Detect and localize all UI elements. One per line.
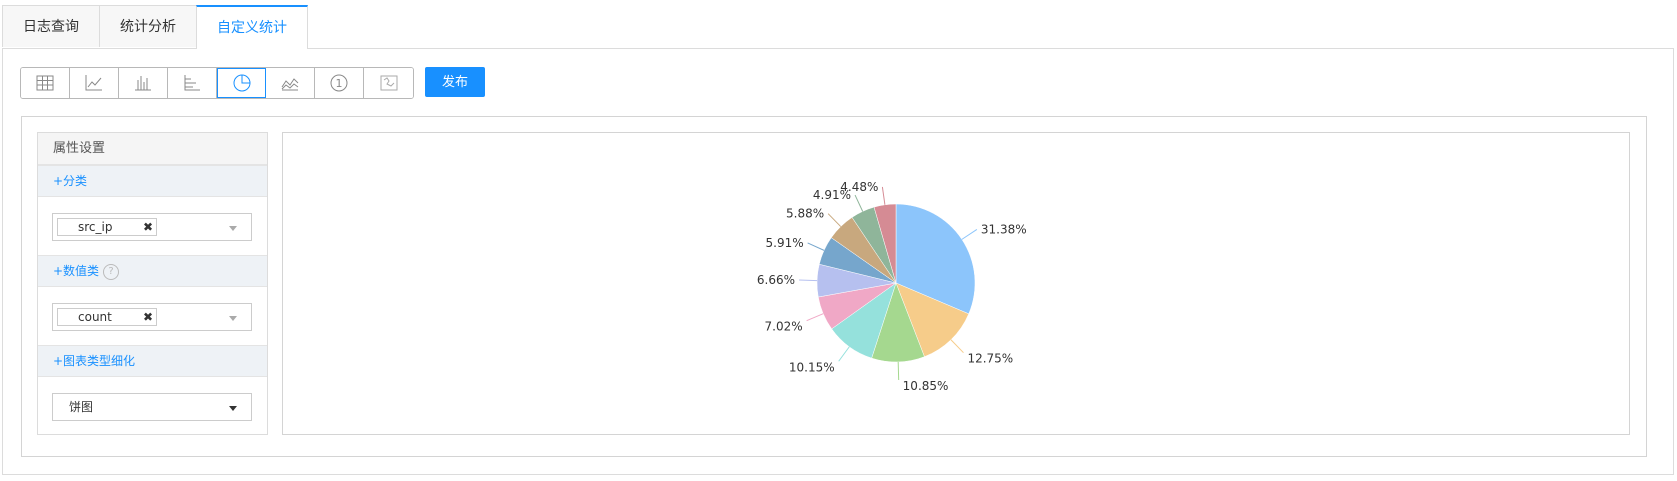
bar-chart-button[interactable] (119, 68, 168, 98)
pie-chart-button[interactable] (217, 68, 266, 98)
single-value-button[interactable]: 1 (315, 68, 364, 98)
pie-leader-line (854, 194, 864, 212)
chart-type-toolbar: 1 (20, 67, 414, 99)
chart-subtype-header-label: +图表类型细化 (53, 354, 136, 368)
category-section-header[interactable]: +分类 (38, 165, 267, 197)
help-icon[interactable]: ? (103, 263, 120, 280)
category-tag: src_ip ✖ (57, 218, 157, 236)
chart-subtype-select[interactable]: 饼图 (52, 393, 252, 421)
category-select[interactable]: src_ip ✖ (52, 213, 252, 241)
line-chart-icon (85, 75, 102, 91)
pie-leader-line (881, 186, 886, 205)
chart-subtype-value: 饼图 (69, 400, 94, 414)
tab-statistics[interactable]: 统计分析 (99, 5, 197, 47)
pie-slice-label: 4.48% (840, 180, 878, 194)
property-settings-panel: 属性设置 +分类 src_ip ✖ +数值类? count ✖ +图表类型细化 … (37, 132, 268, 435)
horizontal-bar-chart-icon (184, 75, 200, 91)
pie-slice-label: 5.88% (786, 207, 824, 221)
pie-leader-line (950, 339, 964, 354)
single-value-icon: 1 (330, 74, 348, 92)
pie-slice[interactable] (873, 203, 897, 284)
remove-category-icon[interactable]: ✖ (142, 220, 153, 234)
pie-slice-label: 31.38% (981, 222, 1027, 236)
chevron-down-icon[interactable] (229, 316, 237, 321)
horizontal-bar-chart-button[interactable] (168, 68, 217, 98)
pie-slice-label: 6.66% (757, 273, 795, 287)
category-header-label: +分类 (53, 174, 88, 188)
pie-slice-label: 5.91% (766, 236, 804, 250)
chevron-down-icon[interactable] (229, 406, 237, 411)
pie-slice-label: 4.91% (813, 188, 851, 202)
chart-area: 31.38% 12.75% 10.85% 10.15% 7.02% 6.66% 5.91% 5… (282, 132, 1630, 435)
table-icon (36, 75, 54, 91)
chevron-down-icon[interactable] (229, 226, 237, 231)
pie-leader-line (827, 213, 842, 227)
pie-slice-label: 10.15% (789, 360, 835, 374)
bar-chart-icon (135, 76, 151, 91)
tab-log-query[interactable]: 日志查询 (2, 5, 100, 47)
publish-button[interactable]: 发布 (425, 67, 485, 97)
settings-title: 属性设置 (38, 133, 267, 165)
chart-subtype-section: 饼图 (38, 377, 267, 435)
area-chart-button[interactable] (266, 68, 315, 98)
pie-slice[interactable] (895, 282, 970, 358)
line-chart-button[interactable] (70, 68, 119, 98)
pie-slice-label: 7.02% (765, 320, 803, 334)
category-tag-label: src_ip (78, 220, 113, 234)
pie-slice[interactable] (895, 203, 976, 315)
remove-numeric-icon[interactable]: ✖ (142, 310, 153, 324)
tab-custom-statistics[interactable]: 自定义统计 (196, 5, 308, 49)
pie-slice-label: 12.75% (967, 352, 1013, 366)
category-section: src_ip ✖ (38, 197, 267, 255)
map-view-button[interactable] (364, 68, 413, 98)
pie-leader-line (806, 313, 824, 322)
numeric-tag: count ✖ (57, 308, 157, 326)
pie-leader-line (838, 346, 850, 362)
pie-leader-line (961, 229, 978, 240)
table-view-button[interactable] (21, 68, 70, 98)
area-chart-icon (281, 78, 299, 91)
numeric-header-label: +数值类 (53, 264, 100, 278)
numeric-section: count ✖ (38, 287, 267, 345)
tab-bar: 日志查询 统计分析 自定义统计 (2, 5, 308, 49)
pie-chart: 31.38% 12.75% 10.85% 10.15% 7.02% 6.66% 5.91% 5… (757, 180, 1027, 393)
map-icon (380, 75, 397, 91)
svg-text:1: 1 (336, 77, 343, 90)
pie-slice-label: 10.85% (903, 379, 949, 393)
numeric-section-header[interactable]: +数值类? (38, 255, 267, 287)
pie-leader-line (799, 279, 818, 282)
numeric-select[interactable]: count ✖ (52, 303, 252, 331)
pie-chart-icon (233, 74, 250, 92)
chart-subtype-section-header[interactable]: +图表类型细化 (38, 345, 267, 377)
numeric-tag-label: count (78, 310, 112, 324)
pie-leader-line (807, 242, 825, 251)
